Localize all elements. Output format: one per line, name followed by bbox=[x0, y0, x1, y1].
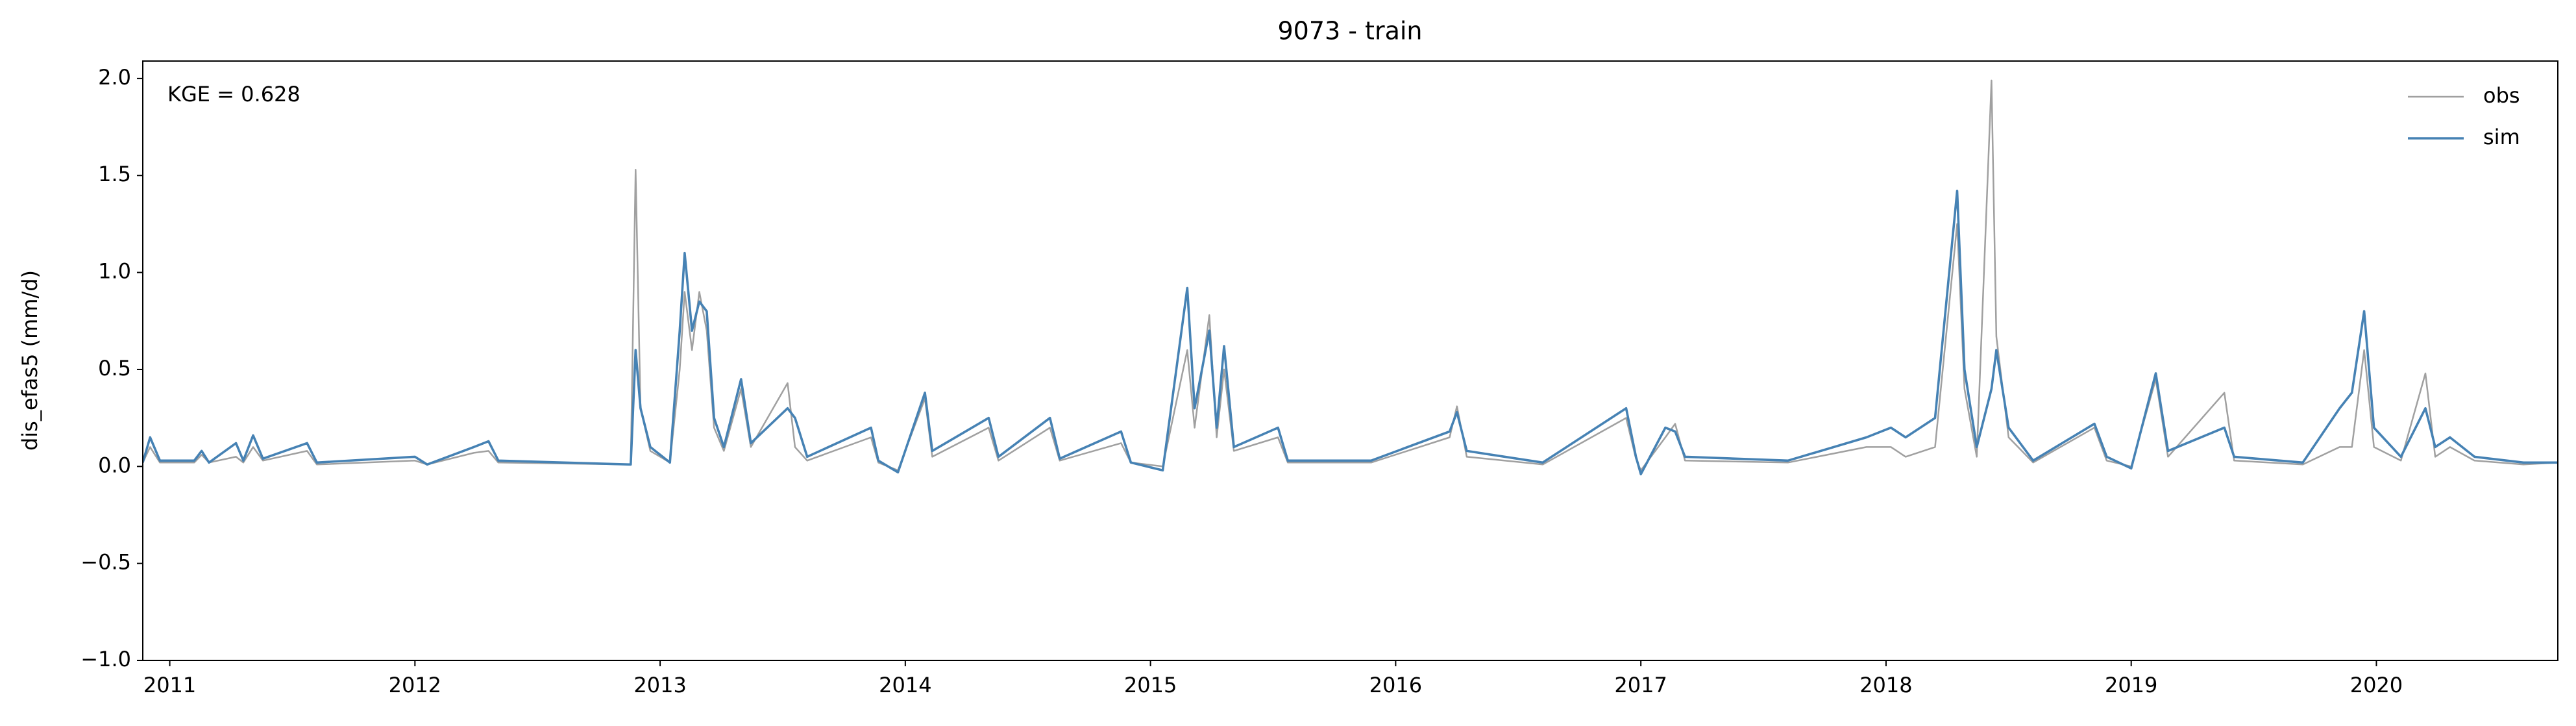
annotation: KGE = 0.628 bbox=[167, 82, 301, 106]
legend-label: sim bbox=[2483, 125, 2520, 149]
x-tick-label: 2020 bbox=[2350, 673, 2403, 697]
chart-title: 9073 - train bbox=[1277, 17, 1422, 45]
y-tick-label: 1.5 bbox=[98, 162, 131, 186]
data-line bbox=[143, 190, 2558, 475]
y-tick-label: 0.0 bbox=[98, 453, 131, 477]
x-tick-label: 2017 bbox=[1614, 673, 1667, 697]
x-tick-label: 2014 bbox=[879, 673, 931, 697]
y-tick-label: 0.5 bbox=[98, 356, 131, 381]
x-tick-label: 2019 bbox=[2105, 673, 2157, 697]
y-axis-label: dis_efas5 (mm/d) bbox=[18, 270, 42, 451]
axes-frame bbox=[142, 60, 2558, 661]
plot-area bbox=[143, 79, 2558, 475]
y-tick-label: 2.0 bbox=[98, 65, 131, 90]
y-tick-label: 1.0 bbox=[98, 259, 131, 284]
data-line bbox=[143, 79, 2558, 471]
x-tick-label: 2011 bbox=[143, 673, 196, 697]
x-tick-label: 2016 bbox=[1369, 673, 1422, 697]
x-tick-label: 2013 bbox=[633, 673, 686, 697]
x-tick-label: 2018 bbox=[1859, 673, 1912, 697]
y-tick-label: −0.5 bbox=[80, 550, 131, 575]
x-tick-label: 2015 bbox=[1124, 673, 1177, 697]
x-tick-label: 2012 bbox=[389, 673, 441, 697]
y-tick-label: −1.0 bbox=[80, 647, 131, 671]
legend-label: obs bbox=[2483, 83, 2520, 108]
